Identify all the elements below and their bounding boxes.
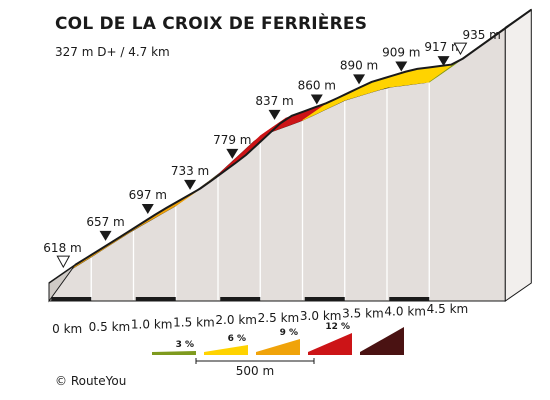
profile-right-cap (504, 8, 532, 302)
elevation-marker (310, 94, 323, 105)
distance-tick-label: 4.5 km (427, 302, 469, 316)
elevation-label: 909 m (382, 46, 420, 60)
distance-ticks: 0 km 0.5 km 1.0 km 1.5 km 2.0 km 2.5 km 3.0 km… (51, 297, 468, 336)
elevation-marker (184, 179, 197, 190)
distance-tick-label: 1.5 km (173, 315, 215, 329)
distance-tick-label: 0 km (52, 322, 82, 336)
profile-start-edge (48, 264, 76, 284)
legend-swatch (360, 327, 404, 355)
profile-ridge (74, 8, 532, 266)
elevation-marker-open (56, 255, 71, 269)
elevation-label: 935 m (462, 28, 500, 42)
elevation-marker (226, 148, 239, 159)
distance-bar (51, 297, 92, 301)
profile-end-edge (504, 9, 532, 29)
distance-bar (389, 297, 430, 301)
gradient-legend: 3 % 6 % 9 % 12 % 500 m (152, 322, 404, 378)
legend-label: 3 % (176, 340, 194, 350)
scale-label: 500 m (236, 364, 274, 378)
distance-bar (135, 297, 176, 301)
elevation-label: 779 m (213, 133, 251, 147)
elevation-marker (268, 109, 281, 120)
copyright-text: © RouteYou (55, 374, 127, 388)
elevation-label: 733 m (171, 164, 209, 178)
distance-bar (220, 297, 261, 301)
distance-bar (304, 297, 345, 301)
chart-title: COL DE LA CROIX DE FERRIÈRES (55, 14, 368, 34)
elevation-marker (353, 74, 366, 85)
elevation-markers: 618 m 657 m 697 m 733 m 779 m 837 m 860 m 890 m… (43, 28, 501, 269)
elevation-marker-open (453, 42, 468, 56)
legend-swatch (256, 339, 300, 355)
distance-tick-label: 3.5 km (342, 307, 384, 321)
elevation-label: 890 m (340, 58, 378, 72)
elevation-marker (141, 204, 154, 215)
legend-swatch (152, 351, 196, 355)
elevation-label: 837 m (255, 94, 293, 108)
elevation-marker (99, 230, 112, 241)
distance-tick-label: 2.0 km (215, 313, 257, 327)
legend-swatch (204, 345, 248, 355)
elevation-marker (437, 56, 450, 67)
elevation-label: 618 m (43, 241, 81, 255)
elevation-label: 917 m (424, 40, 462, 54)
distance-tick-label: 1.0 km (131, 318, 173, 332)
distance-tick-label: 3.0 km (300, 309, 342, 323)
legend-label: 6 % (228, 334, 246, 344)
elevation-label: 697 m (129, 188, 167, 202)
elevation-label: 860 m (298, 78, 336, 92)
legend-swatch (308, 333, 352, 355)
distance-tick-label: 0.5 km (89, 320, 131, 334)
distance-tick-label: 4.0 km (384, 304, 426, 318)
legend-label: 12 % (325, 322, 350, 332)
elevation-marker (395, 61, 408, 72)
elevation-label: 657 m (86, 215, 124, 229)
legend-label: 9 % (280, 328, 298, 338)
distance-tick-label: 2.5 km (258, 311, 300, 325)
chart-subtitle: 327 m D+ / 4.7 km (55, 45, 170, 59)
